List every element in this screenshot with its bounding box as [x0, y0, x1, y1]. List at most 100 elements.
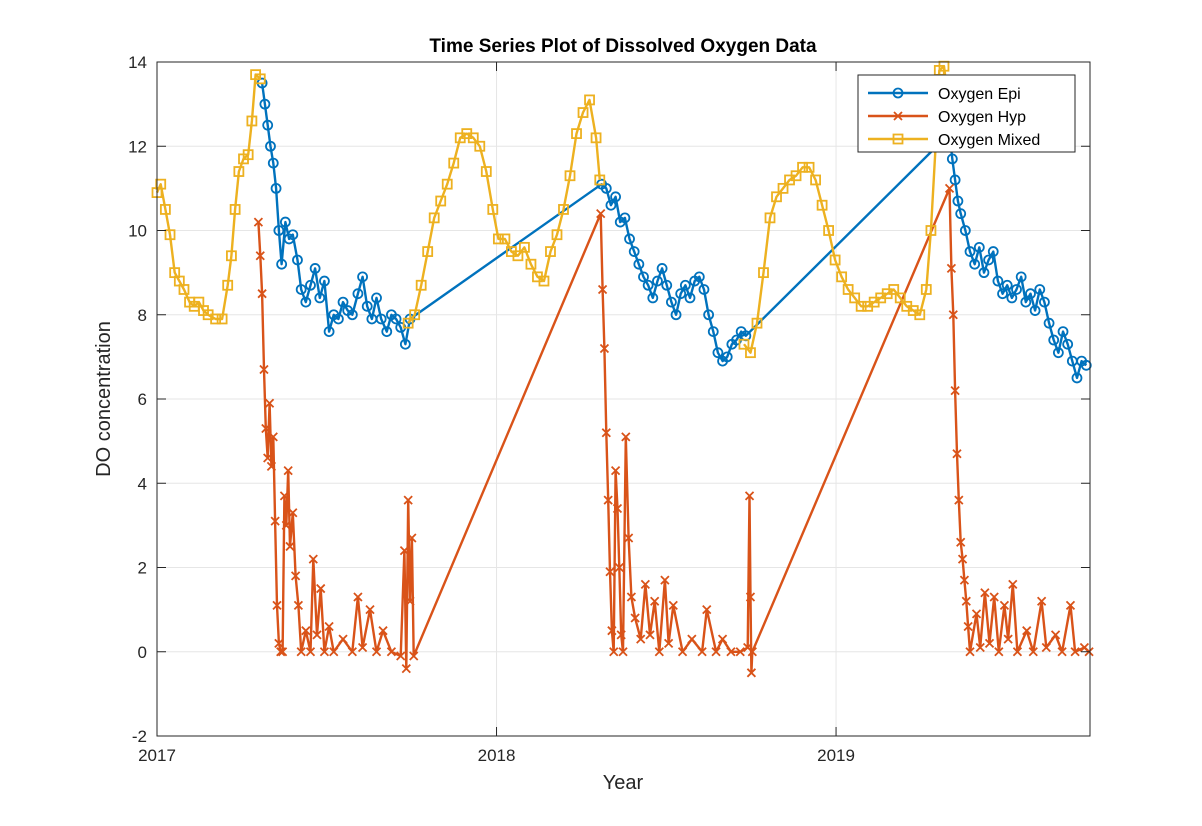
- data-point: [605, 199, 617, 211]
- data-point: [1041, 642, 1051, 653]
- data-point: [978, 267, 990, 279]
- data-point: [735, 647, 745, 657]
- data-point: [319, 647, 330, 657]
- data-point: [954, 495, 964, 505]
- data-point: [305, 647, 316, 657]
- data-point: [987, 246, 999, 257]
- data-point: [797, 161, 808, 173]
- data-point: [973, 241, 985, 253]
- y-tick-label: 6: [138, 390, 147, 409]
- data-point: [590, 132, 602, 144]
- data-point: [155, 178, 167, 190]
- data-point: [279, 491, 290, 501]
- data-point: [975, 642, 985, 653]
- data-point: [738, 338, 750, 350]
- data-point: [390, 313, 402, 325]
- data-point: [403, 495, 413, 505]
- data-point: [312, 630, 322, 640]
- data-point: [952, 195, 964, 207]
- data-point: [487, 204, 499, 215]
- data-point: [1052, 347, 1064, 359]
- data-point: [816, 199, 828, 211]
- data-point: [914, 309, 926, 321]
- data-point: [628, 246, 640, 257]
- data-point: [253, 217, 264, 227]
- data-point: [616, 630, 626, 640]
- data-point: [263, 453, 273, 463]
- data-point: [399, 546, 410, 556]
- data-point: [1057, 326, 1069, 338]
- data-point: [288, 508, 298, 518]
- data-point: [265, 140, 276, 152]
- data-point: [668, 600, 678, 611]
- data-point: [697, 647, 707, 657]
- data-point: [597, 284, 608, 295]
- data-point: [747, 647, 757, 657]
- data-point: [1025, 288, 1036, 300]
- data-point: [467, 132, 479, 144]
- data-point: [1062, 338, 1074, 350]
- data-point: [375, 313, 387, 325]
- data-point: [1036, 596, 1047, 606]
- data-point: [371, 292, 382, 304]
- data-point: [721, 351, 733, 363]
- series-oxygen-hyp: [253, 183, 1094, 678]
- data-point: [210, 313, 222, 325]
- data-point: [267, 157, 279, 169]
- data-point: [226, 250, 237, 262]
- data-point: [270, 516, 280, 526]
- data-point: [538, 275, 550, 287]
- data-point: [292, 254, 303, 266]
- data-point: [378, 626, 388, 636]
- data-point: [803, 161, 815, 173]
- data-point: [551, 229, 563, 241]
- data-point: [564, 170, 576, 182]
- data-point: [1029, 305, 1041, 316]
- data-point: [612, 503, 623, 514]
- data-point: [346, 309, 358, 321]
- data-point: [1003, 634, 1013, 644]
- data-point: [645, 630, 655, 640]
- data-point: [677, 647, 688, 657]
- data-point: [999, 600, 1010, 611]
- data-point: [711, 647, 721, 657]
- data-point: [178, 284, 190, 295]
- legend-marker: [893, 111, 903, 121]
- data-point: [407, 533, 417, 543]
- data-point: [337, 296, 349, 308]
- data-point: [836, 271, 848, 283]
- data-point: [745, 347, 756, 359]
- data-point: [301, 626, 311, 636]
- data-point: [499, 233, 511, 245]
- data-point: [409, 651, 419, 661]
- data-point: [746, 668, 757, 678]
- data-point: [1028, 647, 1038, 657]
- data-point: [323, 326, 335, 338]
- data-point: [855, 300, 867, 312]
- data-point: [558, 204, 569, 215]
- data-point: [357, 642, 368, 653]
- data-point: [636, 634, 646, 644]
- data-point: [712, 347, 724, 359]
- data-point: [571, 128, 582, 140]
- data-point: [277, 647, 288, 657]
- data-point: [594, 174, 606, 186]
- data-point: [949, 174, 961, 186]
- data-point: [654, 647, 664, 657]
- data-point: [296, 647, 306, 657]
- data-point: [684, 292, 696, 304]
- data-point: [603, 495, 613, 505]
- data-point: [293, 600, 304, 611]
- data-point: [698, 284, 710, 295]
- data-point: [401, 663, 411, 674]
- data-point: [309, 263, 321, 274]
- data-point: [707, 326, 719, 338]
- data-point: [259, 364, 269, 375]
- y-tick-label: 0: [138, 643, 147, 662]
- data-point: [283, 465, 293, 476]
- y-tick-label: 14: [128, 53, 147, 72]
- y-tick-label: 10: [128, 222, 147, 241]
- data-point: [638, 271, 649, 283]
- data-point: [259, 98, 271, 110]
- data-point: [1050, 630, 1061, 640]
